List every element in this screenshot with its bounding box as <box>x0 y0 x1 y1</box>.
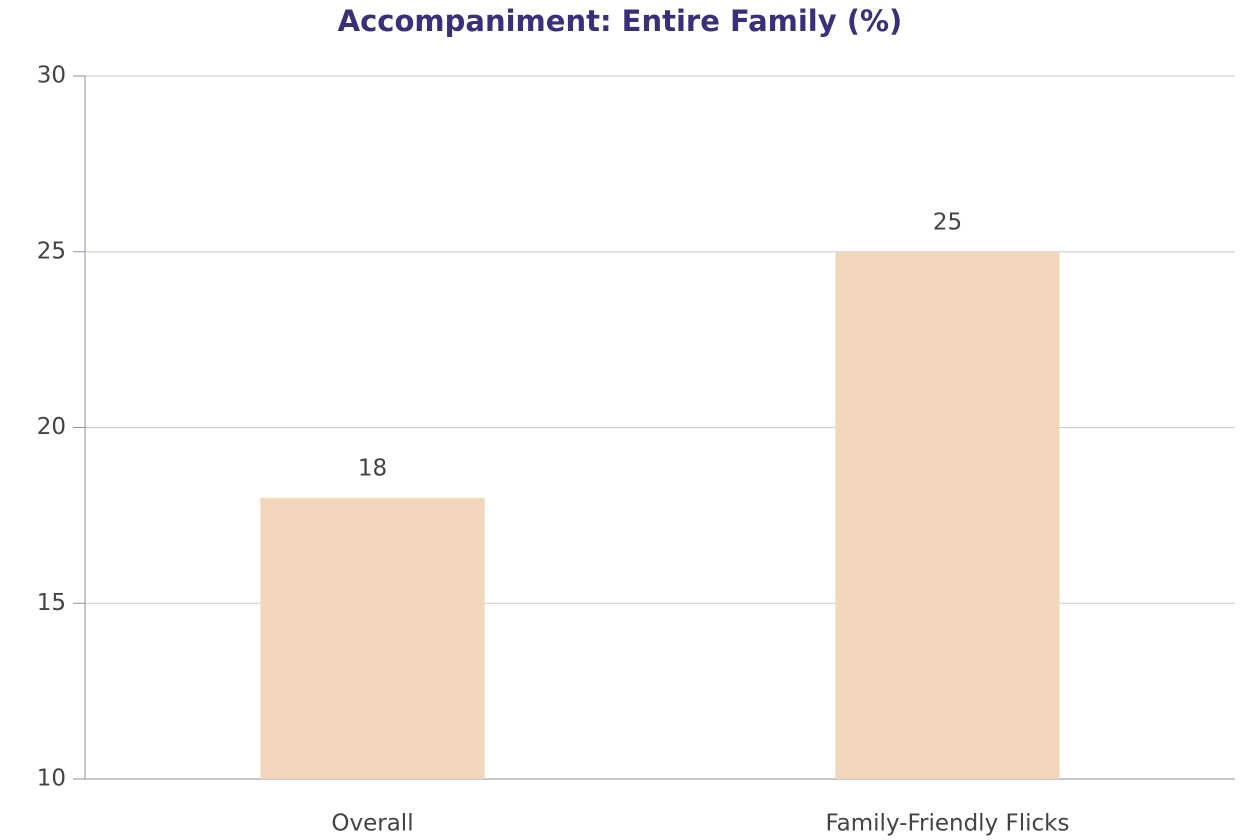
chart-title: Accompaniment: Entire Family (%) <box>338 4 903 38</box>
bar <box>260 497 485 779</box>
data-label: 25 <box>933 209 962 235</box>
y-tick-label: 20 <box>37 414 66 440</box>
y-tick-label: 30 <box>37 63 66 89</box>
x-tick-label: Family-Friendly Flicks <box>826 811 1070 837</box>
x-tick-label: Overall <box>331 811 413 837</box>
bar <box>835 251 1060 779</box>
y-tick-label: 15 <box>37 590 66 616</box>
y-tick-label: 10 <box>37 766 66 792</box>
data-label: 18 <box>358 455 387 481</box>
y-tick-label: 25 <box>37 238 66 264</box>
